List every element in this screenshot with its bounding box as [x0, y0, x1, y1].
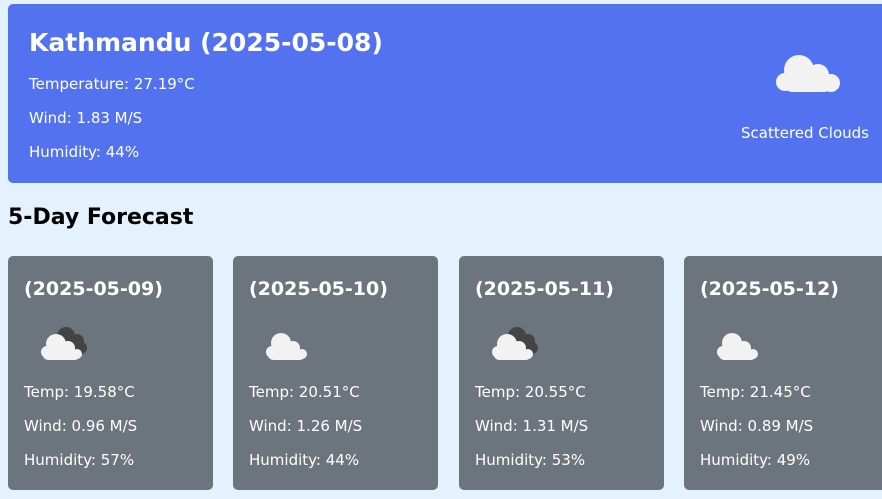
- forecast-cards: (2025-05-09) Temp: 19.58°C Wind: 0.96 M/…: [0, 256, 882, 496]
- forecast-date: (2025-05-12): [700, 278, 839, 300]
- current-weather-panel: Kathmandu (2025-05-08) Temperature: 27.1…: [8, 4, 882, 183]
- forecast-temp: Temp: 20.51°C: [249, 383, 360, 401]
- current-city-title: Kathmandu (2025-05-08): [29, 28, 383, 57]
- forecast-date: (2025-05-11): [475, 278, 614, 300]
- forecast-card: (2025-05-12) Temp: 21.45°C Wind: 0.89 M/…: [684, 256, 882, 490]
- forecast-humidity: Humidity: 49%: [700, 451, 811, 469]
- forecast-date: (2025-05-09): [24, 278, 163, 300]
- forecast-wind: Wind: 0.96 M/S: [24, 417, 138, 435]
- forecast-humidity: Humidity: 44%: [249, 451, 360, 469]
- forecast-wind: Wind: 0.89 M/S: [700, 417, 814, 435]
- current-wind: Wind: 1.83 M/S: [29, 109, 143, 127]
- current-humidity: Humidity: 44%: [29, 143, 140, 161]
- cloud-icon: [776, 55, 840, 92]
- forecast-humidity: Humidity: 53%: [475, 451, 586, 469]
- cloud-icon: [266, 333, 307, 360]
- weather-description: Scattered Clouds: [741, 124, 869, 142]
- forecast-wind: Wind: 1.26 M/S: [249, 417, 363, 435]
- forecast-card: (2025-05-09) Temp: 19.58°C Wind: 0.96 M/…: [8, 256, 213, 490]
- broken-clouds-icon: [492, 327, 538, 360]
- forecast-temp: Temp: 20.55°C: [475, 383, 586, 401]
- current-temperature: Temperature: 27.19°C: [29, 75, 195, 93]
- forecast-card: (2025-05-10) Temp: 20.51°C Wind: 1.26 M/…: [233, 256, 438, 490]
- forecast-card: (2025-05-11) Temp: 20.55°C Wind: 1.31 M/…: [459, 256, 664, 490]
- forecast-wind: Wind: 1.31 M/S: [475, 417, 589, 435]
- broken-clouds-icon: [41, 327, 87, 360]
- forecast-humidity: Humidity: 57%: [24, 451, 135, 469]
- forecast-temp: Temp: 19.58°C: [24, 383, 135, 401]
- cloud-icon: [717, 333, 758, 360]
- forecast-temp: Temp: 21.45°C: [700, 383, 811, 401]
- forecast-date: (2025-05-10): [249, 278, 388, 300]
- forecast-heading: 5-Day Forecast: [8, 205, 194, 230]
